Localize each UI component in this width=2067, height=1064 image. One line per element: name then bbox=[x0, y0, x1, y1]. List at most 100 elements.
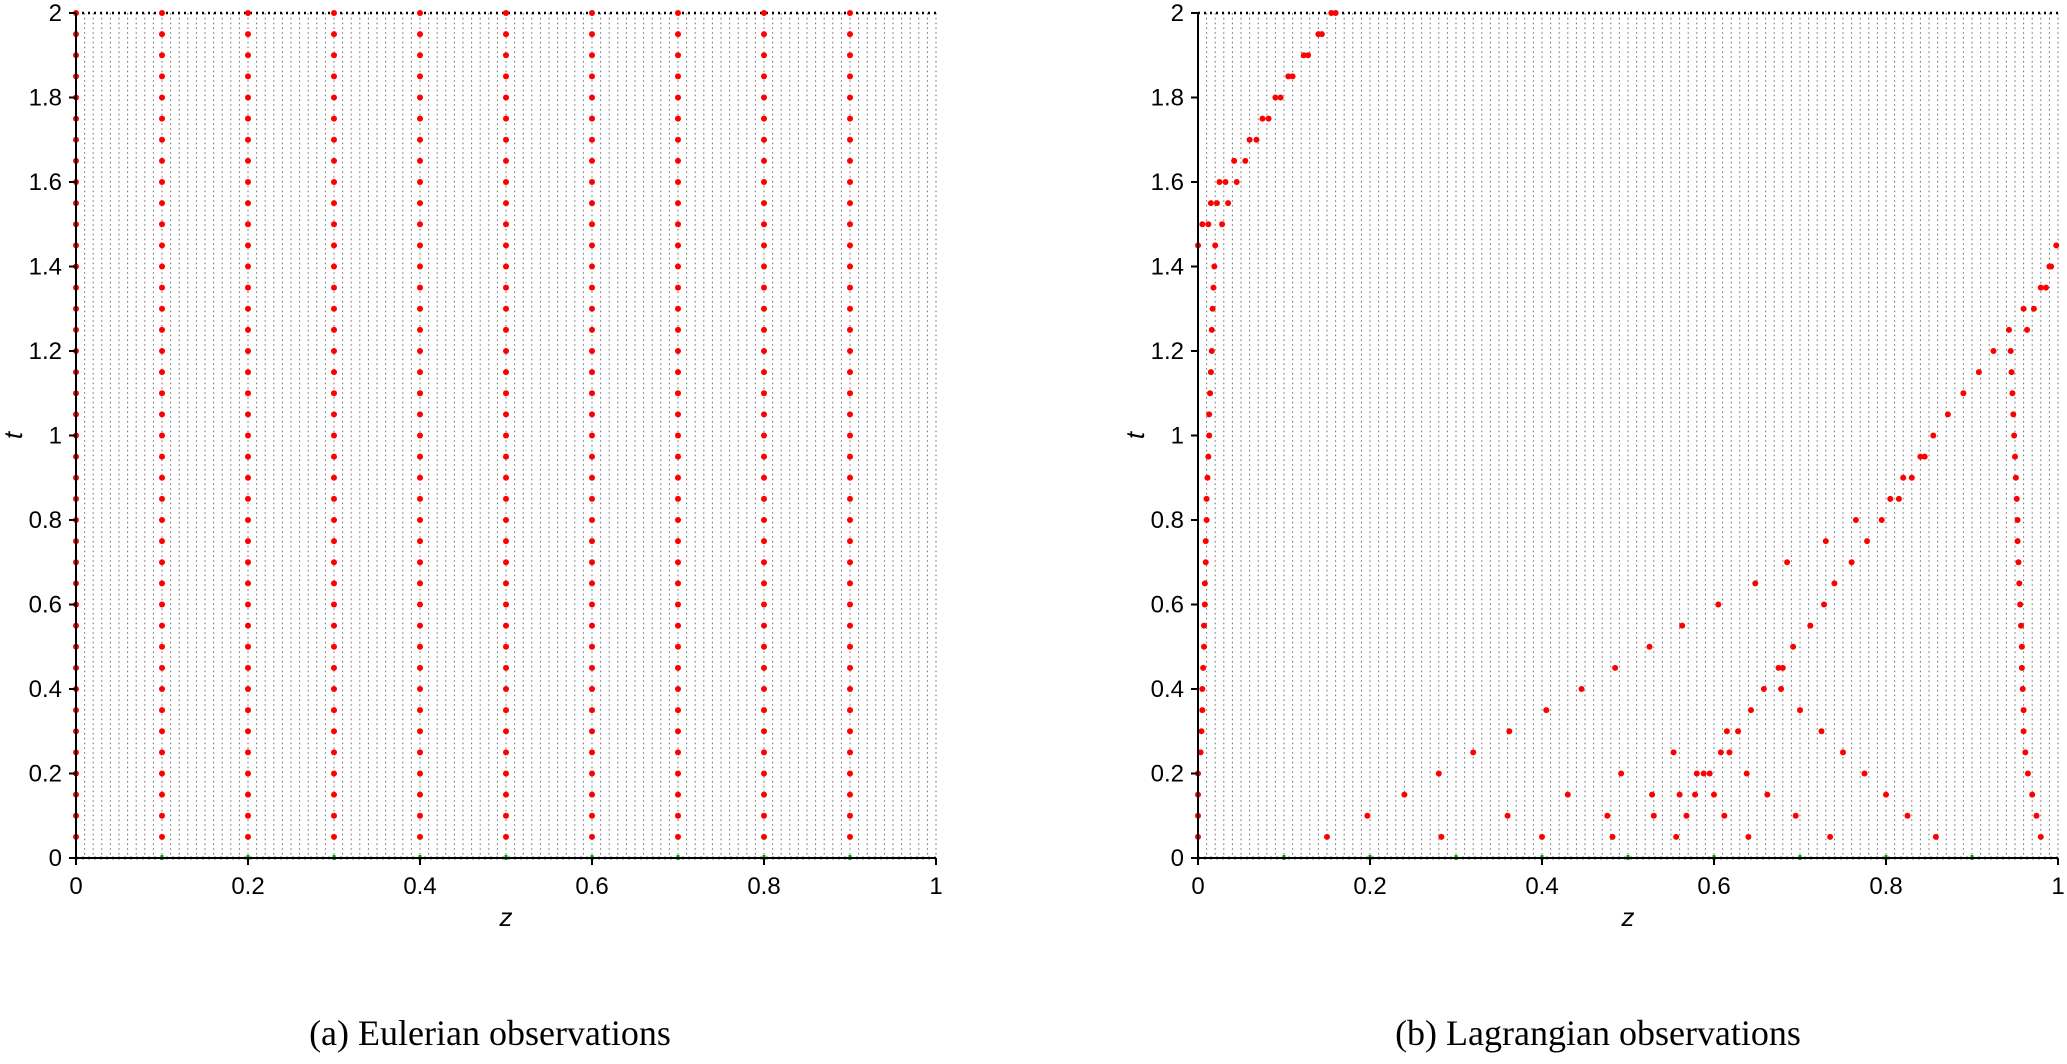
observation-point bbox=[1259, 115, 1266, 122]
observation-point bbox=[503, 495, 509, 502]
observation-point bbox=[589, 242, 595, 249]
observation-point bbox=[2022, 749, 2029, 756]
observation-point bbox=[417, 326, 423, 333]
observation-point bbox=[675, 432, 681, 439]
observation-point bbox=[417, 707, 423, 714]
observation-point bbox=[675, 559, 681, 566]
observation-point bbox=[589, 348, 595, 354]
observation-point bbox=[503, 538, 509, 545]
y-tick-label: 1.8 bbox=[1151, 85, 1184, 112]
observation-point bbox=[589, 73, 595, 80]
observation-point bbox=[589, 559, 595, 566]
observation-point bbox=[331, 94, 337, 101]
observation-point bbox=[675, 94, 681, 101]
observation-point bbox=[675, 200, 681, 207]
observation-point bbox=[761, 643, 767, 650]
observation-point bbox=[589, 664, 595, 671]
chart-lagrangian: 0 0.2 0.4 0.6 0.8 1 0 0.2 0.4 0.6 0.8 1 1.2 1.4 1.6 1.8… bbox=[1120, 0, 2065, 932]
x-tick-label: 0.6 bbox=[1697, 873, 1730, 900]
observation-point bbox=[159, 833, 165, 840]
observation-point bbox=[1225, 200, 1232, 207]
observation-point bbox=[1887, 495, 1894, 502]
observation-point bbox=[245, 495, 251, 502]
observation-point bbox=[761, 390, 767, 397]
observation-point bbox=[589, 517, 595, 523]
observation-point bbox=[503, 200, 509, 207]
observation-point bbox=[417, 791, 423, 798]
observation-point bbox=[761, 580, 767, 587]
observation-point bbox=[847, 31, 853, 38]
observation-point bbox=[1305, 52, 1312, 59]
observation-point bbox=[847, 94, 853, 101]
observation-point bbox=[159, 10, 165, 16]
observation-point bbox=[1609, 833, 1616, 840]
y-tick-label: 2 bbox=[1171, 0, 1184, 27]
observation-point bbox=[1650, 812, 1657, 819]
observation-point bbox=[847, 770, 853, 777]
observation-point bbox=[1807, 622, 1814, 629]
observation-point bbox=[331, 812, 337, 819]
observation-point bbox=[589, 770, 595, 777]
observation-point bbox=[1775, 664, 1782, 671]
observation-point bbox=[847, 411, 853, 418]
observation-point bbox=[1210, 284, 1217, 291]
observation-point bbox=[503, 242, 509, 249]
observation-point bbox=[1253, 136, 1260, 143]
observation-point bbox=[761, 284, 767, 291]
observation-point bbox=[1435, 770, 1442, 777]
observation-point bbox=[159, 179, 165, 185]
observation-point bbox=[1324, 833, 1330, 840]
observation-point bbox=[1790, 643, 1797, 650]
observation-point bbox=[2005, 326, 2012, 333]
observations bbox=[1195, 10, 2060, 840]
observation-point bbox=[1246, 136, 1253, 143]
observation-point bbox=[2018, 664, 2025, 671]
observation-point bbox=[1683, 812, 1690, 819]
observation-point bbox=[1564, 791, 1571, 798]
observation-point bbox=[1692, 791, 1699, 798]
observation-point bbox=[2017, 601, 2024, 608]
observation-point bbox=[331, 390, 337, 397]
x-tick-label: 0.2 bbox=[1353, 873, 1386, 900]
observation-point bbox=[675, 749, 681, 756]
observation-point bbox=[417, 643, 423, 650]
y-tick-label: 0 bbox=[1171, 845, 1184, 872]
observation-point bbox=[159, 200, 165, 207]
observation-point bbox=[417, 580, 423, 587]
observation-point bbox=[589, 179, 595, 185]
observation-point bbox=[1670, 749, 1677, 756]
observation-point bbox=[2016, 580, 2023, 587]
observation-point bbox=[245, 348, 251, 354]
observation-point bbox=[331, 179, 337, 185]
observation-point bbox=[417, 728, 423, 735]
observation-point bbox=[331, 601, 337, 608]
observation-point bbox=[1199, 221, 1206, 228]
observation-point bbox=[1723, 728, 1730, 735]
observation-point bbox=[1827, 833, 1834, 840]
observation-point bbox=[1975, 369, 1982, 376]
observation-point bbox=[1747, 707, 1754, 714]
observation-point bbox=[2053, 242, 2060, 249]
observation-point bbox=[1198, 728, 1205, 735]
observation-point bbox=[675, 52, 681, 59]
observation-point bbox=[1222, 179, 1229, 185]
observation-point bbox=[1199, 686, 1206, 692]
observation-point bbox=[331, 348, 337, 354]
observation-point bbox=[503, 643, 509, 650]
observation-point bbox=[1208, 326, 1215, 333]
observation-point bbox=[1205, 221, 1212, 228]
observation-point bbox=[417, 664, 423, 671]
observation-point bbox=[503, 453, 509, 460]
observation-point bbox=[761, 432, 767, 439]
observation-point bbox=[589, 10, 595, 16]
observation-point bbox=[503, 157, 509, 164]
observation-point bbox=[761, 52, 767, 59]
observation-point bbox=[1831, 580, 1838, 587]
observation-point bbox=[245, 369, 251, 376]
observation-point bbox=[245, 157, 251, 164]
observation-point bbox=[761, 411, 767, 418]
observation-point bbox=[331, 73, 337, 80]
observation-point bbox=[503, 664, 509, 671]
observation-point bbox=[761, 495, 767, 502]
observation-point bbox=[1930, 432, 1937, 439]
